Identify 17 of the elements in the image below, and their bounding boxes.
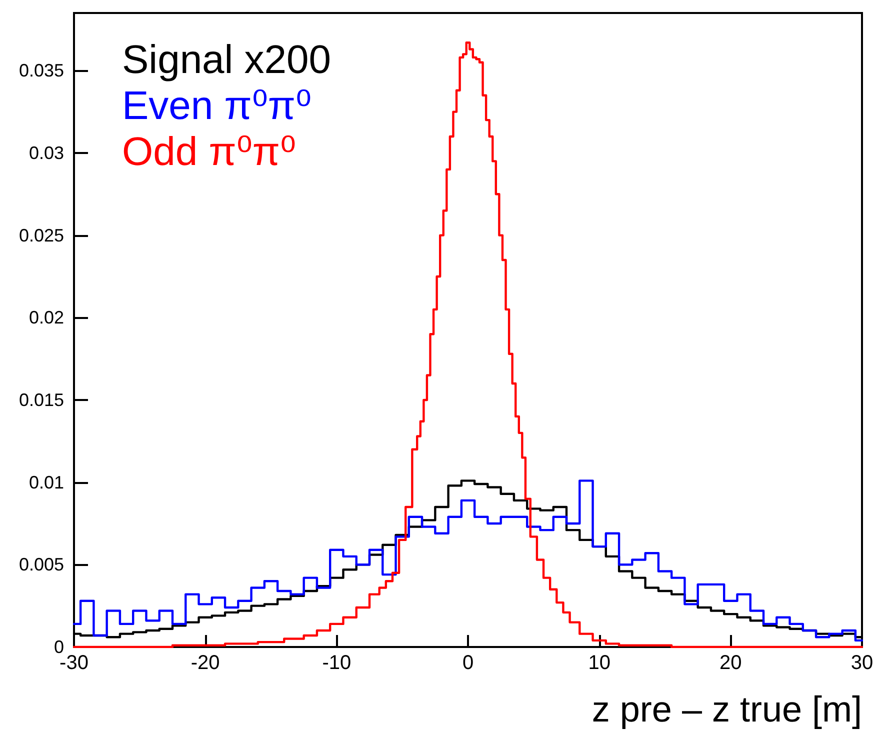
y-tick-label: 0.03	[28, 142, 64, 163]
x-tick-label: 30	[850, 652, 874, 674]
x-tick-label: 0	[462, 652, 474, 674]
text: Signal x200	[122, 38, 332, 82]
x-tick-label: -20	[190, 652, 220, 674]
text: Even π⁰π⁰	[122, 84, 312, 128]
x-tick-label: 20	[720, 652, 742, 674]
y-tick-label: 0.01	[28, 472, 64, 492]
y-tick-label: 0.035	[18, 60, 64, 81]
y-tick-label: 0.005	[18, 554, 64, 575]
x-tick-label: -10	[322, 652, 352, 674]
text: Odd π⁰π⁰	[122, 130, 296, 174]
y-tick-label: 0.015	[18, 390, 64, 410]
y-tick-label: 0.02	[28, 308, 64, 328]
y-tick-label: 0.025	[18, 225, 64, 246]
x-tick-label: 10	[588, 652, 610, 674]
x-axis-title: z pre – z true [m]	[592, 688, 862, 730]
